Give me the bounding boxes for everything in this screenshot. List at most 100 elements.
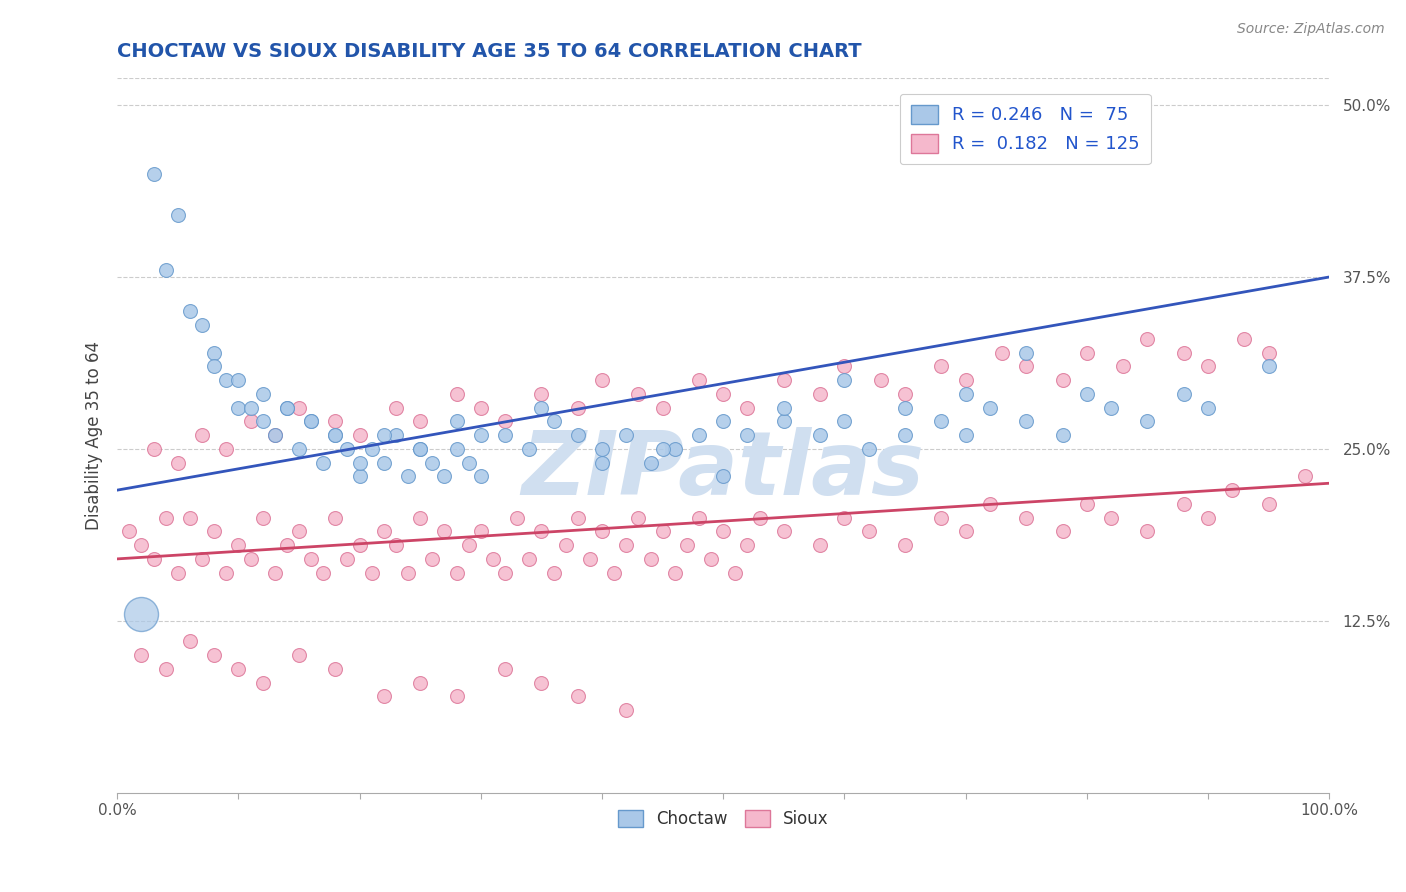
Point <box>1076 497 1098 511</box>
Point <box>409 675 432 690</box>
Point <box>142 442 165 456</box>
Point <box>312 456 335 470</box>
Point <box>834 359 856 374</box>
Point <box>1197 401 1219 415</box>
Point <box>299 414 322 428</box>
Point <box>228 538 250 552</box>
Point <box>614 703 637 717</box>
Point <box>433 469 456 483</box>
Point <box>288 442 311 456</box>
Point <box>1220 483 1243 497</box>
Point <box>955 387 977 401</box>
Point <box>1015 345 1038 359</box>
Point <box>1173 497 1195 511</box>
Point <box>711 524 734 539</box>
Point <box>202 359 225 374</box>
Point <box>191 318 214 332</box>
Point <box>688 510 710 524</box>
Point <box>349 456 371 470</box>
Point <box>215 566 238 580</box>
Point <box>385 428 408 442</box>
Point <box>688 373 710 387</box>
Point <box>1136 332 1159 346</box>
Point <box>834 510 856 524</box>
Point <box>1294 469 1316 483</box>
Point <box>991 345 1014 359</box>
Point <box>166 456 188 470</box>
Point <box>737 538 759 552</box>
Point <box>955 373 977 387</box>
Point <box>191 428 214 442</box>
Point <box>517 552 540 566</box>
Point <box>651 524 673 539</box>
Point <box>748 510 770 524</box>
Point <box>288 524 311 539</box>
Point <box>1112 359 1135 374</box>
Point <box>385 401 408 415</box>
Point <box>179 634 201 648</box>
Point <box>931 414 953 428</box>
Point <box>931 359 953 374</box>
Point <box>1257 497 1279 511</box>
Point <box>396 566 419 580</box>
Point <box>252 414 274 428</box>
Point <box>894 387 917 401</box>
Point <box>470 469 492 483</box>
Point <box>457 456 479 470</box>
Point <box>494 566 516 580</box>
Point <box>979 497 1001 511</box>
Point <box>614 538 637 552</box>
Point <box>530 387 553 401</box>
Point <box>349 469 371 483</box>
Point <box>1173 345 1195 359</box>
Point <box>228 373 250 387</box>
Point <box>530 401 553 415</box>
Text: Source: ZipAtlas.com: Source: ZipAtlas.com <box>1237 22 1385 37</box>
Point <box>299 552 322 566</box>
Point <box>228 401 250 415</box>
Point <box>858 442 880 456</box>
Point <box>325 428 347 442</box>
Point <box>446 387 468 401</box>
Point <box>1076 387 1098 401</box>
Point <box>263 428 285 442</box>
Point <box>228 662 250 676</box>
Point <box>155 662 177 676</box>
Point <box>651 442 673 456</box>
Point <box>336 442 359 456</box>
Point <box>131 538 153 552</box>
Point <box>239 401 262 415</box>
Point <box>773 373 796 387</box>
Point <box>409 442 432 456</box>
Point <box>312 566 335 580</box>
Point <box>676 538 699 552</box>
Point <box>373 524 395 539</box>
Point <box>979 401 1001 415</box>
Point <box>688 428 710 442</box>
Point <box>567 428 589 442</box>
Point <box>215 442 238 456</box>
Point <box>664 442 686 456</box>
Point <box>614 428 637 442</box>
Point <box>1052 373 1074 387</box>
Point <box>591 524 613 539</box>
Point <box>1015 359 1038 374</box>
Point <box>627 510 650 524</box>
Point <box>894 401 917 415</box>
Point <box>360 566 382 580</box>
Point <box>239 552 262 566</box>
Point <box>373 690 395 704</box>
Point <box>931 510 953 524</box>
Point <box>409 442 432 456</box>
Point <box>336 552 359 566</box>
Point <box>894 428 917 442</box>
Point <box>627 387 650 401</box>
Point <box>773 414 796 428</box>
Point <box>1197 359 1219 374</box>
Point <box>808 538 831 552</box>
Point <box>457 538 479 552</box>
Point <box>1173 387 1195 401</box>
Point <box>263 428 285 442</box>
Point <box>1257 345 1279 359</box>
Point <box>955 428 977 442</box>
